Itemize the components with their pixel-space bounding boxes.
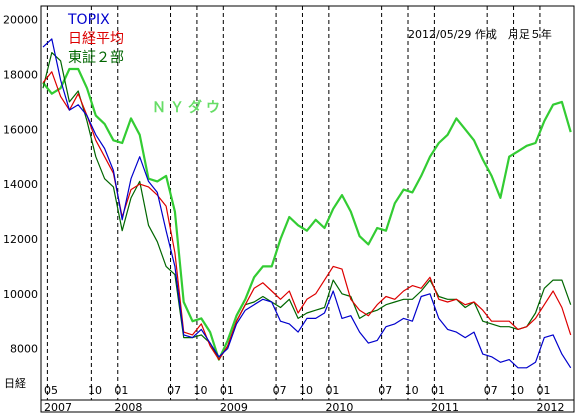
x-year-label: 2010: [325, 401, 353, 414]
series-lines: [42, 38, 572, 369]
nikkei-line: [42, 71, 572, 361]
legend-nikkei: 日経平均: [68, 31, 124, 47]
x-month-label: 07: [378, 384, 392, 397]
x-month-label: 01: [220, 384, 234, 397]
tse2-line: [42, 51, 572, 361]
plot-frame: [40, 5, 575, 413]
y-tick-label: 12000: [3, 233, 38, 246]
chart-note: 2012/05/29 作成 月足５年: [408, 27, 552, 41]
y-tick-label: 18000: [3, 69, 38, 82]
x-month-label: 10: [194, 384, 208, 397]
x-month-label: 10: [405, 384, 419, 397]
legend-tse2: 東証２部: [68, 50, 124, 66]
x-year-label: 2007: [44, 401, 72, 414]
x-month-label: 01: [325, 384, 339, 397]
y-axis-label: 日経: [4, 377, 26, 390]
x-year-label: 2009: [220, 401, 248, 414]
y-tick-labels: 8000 10000 12000 14000 16000 18000 20000: [3, 14, 38, 356]
x-month-label: 05: [44, 384, 58, 397]
y-tick-label: 16000: [3, 123, 38, 136]
y-tick-label: 14000: [3, 178, 38, 191]
x-month-label: 10: [88, 384, 102, 397]
y-tick-label: 10000: [3, 288, 38, 301]
grid-lines: [46, 6, 541, 400]
nydow-line: [42, 67, 572, 361]
topix-line: [42, 38, 572, 369]
x-month-label: 07: [273, 384, 287, 397]
x-month-label: 01: [431, 384, 445, 397]
legend: TOPIX 日経平均 東証２部: [67, 12, 124, 66]
x-month-label: 07: [484, 384, 498, 397]
y-tick-label: 8000: [10, 343, 38, 356]
x-month-label: 01: [537, 384, 551, 397]
x-tick-labels: 05 10 01 07 10 01 07 10 01 07 10 01 07 10 01 2007 2008 20…: [44, 384, 565, 414]
y-tick-label: 20000: [3, 14, 38, 27]
x-month-label: 10: [510, 384, 524, 397]
nydow-label: ＮＹダウ: [152, 99, 224, 116]
x-month-label: 10: [299, 384, 313, 397]
x-year-label: 2012: [537, 401, 565, 414]
x-month-label: 07: [167, 384, 181, 397]
x-year-label: 2008: [114, 401, 142, 414]
legend-topix: TOPIX: [67, 12, 110, 28]
x-year-label: 2011: [431, 401, 459, 414]
x-month-label: 01: [114, 384, 128, 397]
